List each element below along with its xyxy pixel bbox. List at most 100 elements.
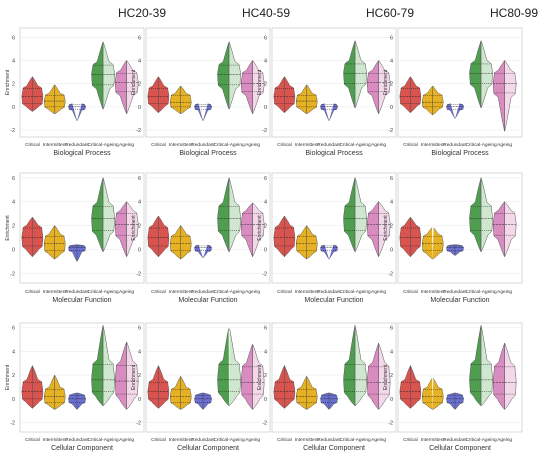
y-tick-label: -2	[262, 271, 267, 277]
x-tick-label: Critical	[151, 289, 166, 295]
violin-right-half	[158, 75, 170, 114]
violin-critical-ageing	[343, 40, 367, 109]
x-tick-label: Ageing	[245, 437, 260, 443]
y-tick-label: 0	[138, 248, 141, 254]
violin-right-half	[410, 216, 422, 258]
violin-right-half	[306, 375, 318, 410]
x-tick-label: Redundant	[65, 289, 89, 295]
y-tick-label: -2	[136, 421, 141, 427]
violin-ageing	[114, 59, 139, 114]
violin-right-half	[252, 202, 265, 257]
x-tick-label: Critical-Ageing	[213, 437, 245, 443]
y-tick-label: 6	[390, 326, 393, 332]
violin-right-half	[480, 40, 493, 109]
violin-redundant	[320, 103, 338, 121]
y-axis-label: Enrichment	[383, 364, 389, 390]
y-tick-label: 4	[390, 349, 393, 355]
violin-ageing	[492, 59, 517, 132]
x-tick-label: Redundant	[65, 437, 89, 443]
x-tick-label: Ageing	[245, 289, 260, 295]
violin-right-half	[202, 392, 212, 411]
violin-right-half	[252, 344, 265, 411]
violin-left-half	[492, 201, 505, 257]
y-tick-label: 4	[12, 200, 15, 206]
y-tick-label: 6	[390, 35, 393, 41]
violin-left-half	[169, 375, 181, 410]
violin-critical	[273, 365, 296, 409]
violin-ageing	[114, 201, 139, 257]
violin-left-half	[21, 75, 33, 112]
violin-intermittent	[43, 224, 66, 260]
y-tick-label: 2	[12, 373, 15, 379]
violin-redundant	[194, 392, 212, 411]
violin-critical-ageing	[343, 325, 367, 407]
violin-intermittent	[295, 84, 318, 115]
y-tick-label: 0	[264, 105, 267, 111]
y-tick-label: 0	[138, 105, 141, 111]
violin-left-half	[114, 201, 127, 257]
y-tick-label: 6	[12, 35, 15, 41]
x-tick-label: Intermittent	[169, 289, 194, 295]
x-tick-label: Intermittent	[43, 437, 68, 443]
violin-critical	[147, 365, 170, 409]
violin-redundant	[194, 103, 212, 121]
y-tick-label: 4	[264, 349, 267, 355]
y-tick-label: 2	[390, 224, 393, 230]
y-tick-label: 0	[264, 248, 267, 254]
violin-left-half	[68, 103, 78, 121]
violin-right-half	[76, 103, 86, 121]
x-tick-label: Intermittent	[169, 142, 194, 148]
violin-left-half	[421, 378, 433, 410]
violin-left-half	[343, 177, 356, 253]
violin-right-half	[158, 365, 170, 409]
x-tick-label: Ageing	[497, 437, 512, 443]
x-axis-title: Biological Process	[53, 150, 111, 157]
x-tick-label: Critical	[403, 142, 418, 148]
violin-redundant	[68, 103, 86, 121]
violin-critical	[21, 75, 44, 112]
x-tick-label: Critical	[25, 437, 40, 443]
y-tick-label: 6	[138, 326, 141, 332]
x-tick-label: Critical-Ageing	[339, 289, 371, 295]
panel-hc40-59-biological-process: -2 0 2 4 6 Enrichment Critical IntermittentRedu…	[131, 27, 271, 148]
x-tick-label: Critical-Ageing	[465, 142, 497, 148]
panel-hc20-39-biological-process: -2 0 2 4 6 Enrichment Critical IntermittentRedu…	[5, 27, 145, 148]
violin-right-half	[54, 374, 66, 410]
x-tick-label: Critical-Ageing	[87, 437, 119, 443]
violin-left-half	[194, 244, 204, 259]
violin-right-half	[32, 75, 44, 112]
y-tick-label: 2	[264, 373, 267, 379]
violin-right-half	[76, 244, 86, 263]
panel-hc80-99-molecular-function: -2 0 2 4 6 Enrichment Critical IntermittentRedu…	[383, 172, 523, 295]
violin-critical-ageing	[217, 328, 241, 407]
violin-critical-ageing	[91, 41, 115, 110]
violin-right-half	[76, 392, 86, 411]
column-title-hc80-99: HC80-99	[489, 6, 539, 20]
violin-left-half	[273, 215, 285, 258]
violin-intermittent	[169, 85, 192, 115]
y-tick-label: 2	[138, 82, 141, 88]
x-tick-label: Intermittent	[421, 142, 446, 148]
y-tick-label: 6	[264, 326, 267, 332]
violin-right-half	[378, 343, 391, 411]
y-tick-label: -2	[262, 421, 267, 427]
panel-hc60-79-molecular-function: -2 0 2 4 6 Enrichment Critical IntermittentRedu…	[257, 172, 397, 295]
violin-left-half	[469, 177, 482, 253]
violin-right-half	[504, 201, 517, 257]
column-title-hc20-39: HC20-39	[117, 6, 167, 20]
violin-right-half	[126, 201, 139, 257]
x-tick-label: Ageing	[371, 289, 386, 295]
violin-right-half	[504, 59, 517, 132]
y-tick-label: 6	[390, 176, 393, 182]
violin-right-half	[328, 244, 338, 260]
x-axis-title: Cellular Component	[429, 445, 491, 452]
violin-left-half	[43, 84, 55, 115]
x-tick-label: Critical	[25, 142, 40, 148]
x-tick-label: Intermittent	[295, 142, 320, 148]
violin-right-half	[202, 103, 212, 121]
violin-critical	[21, 365, 44, 409]
violin-left-half	[421, 85, 433, 116]
violin-left-half	[114, 341, 127, 411]
y-tick-label: 6	[12, 176, 15, 182]
